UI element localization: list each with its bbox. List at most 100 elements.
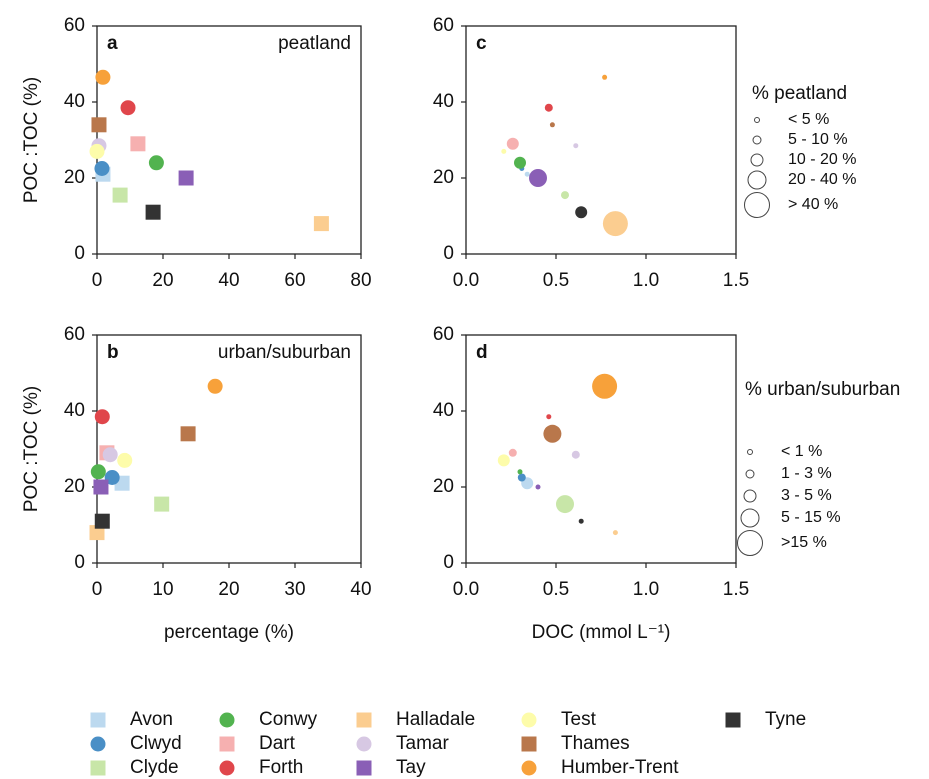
x-tick-label: 0.0 — [453, 270, 479, 291]
bubble — [508, 448, 517, 457]
point — [94, 161, 110, 176]
x-tick-label: 40 — [350, 579, 371, 600]
plot-frame — [465, 25, 737, 255]
legend-label: Tyne — [765, 709, 806, 730]
size-legend-key — [737, 530, 763, 556]
point — [95, 69, 111, 85]
legend-marker — [521, 760, 537, 776]
size-legend-key — [754, 117, 760, 123]
legend-marker — [521, 712, 537, 728]
y-tick-label: 20 — [64, 167, 85, 188]
point — [180, 426, 196, 442]
size-legend-key — [752, 135, 762, 145]
size-legend-label: < 5 % — [788, 111, 829, 128]
bubble — [514, 156, 526, 169]
bubble — [556, 495, 574, 514]
point — [90, 464, 106, 480]
bubble — [517, 469, 523, 475]
size-legend-label: 20 - 40 % — [788, 171, 856, 188]
y-tick-label: 40 — [433, 91, 454, 112]
legend-marker — [356, 736, 372, 752]
y-tick-label: 20 — [433, 476, 454, 497]
point — [94, 409, 110, 425]
point — [94, 513, 110, 529]
legend: Avon Clwyd Clyde Conwy Dart Forth Halladale Tam… — [130, 709, 806, 778]
point — [178, 170, 194, 186]
bubble — [612, 530, 618, 536]
point — [102, 447, 118, 463]
legend-label: Thames — [561, 733, 630, 754]
legend-label: Tamar — [396, 733, 449, 754]
y-tick-label: 0 — [74, 552, 85, 573]
bubble — [524, 171, 530, 177]
size-legend-key — [747, 170, 767, 190]
size-legend-label: 5 - 10 % — [788, 131, 848, 148]
panel-label: a — [107, 33, 118, 54]
legend-label: Clwyd — [130, 733, 182, 754]
size-legend-key — [747, 449, 753, 455]
panel: 0 20 40 60 0.0 0.5 1.0 1.5 d DOC (mmol L⁻¹) % urba… — [433, 324, 900, 643]
point — [313, 216, 329, 232]
y-tick-label: 40 — [64, 400, 85, 421]
size-legend-label: 3 - 5 % — [781, 487, 832, 504]
panel-label: b — [107, 342, 119, 363]
legend-marker — [90, 760, 106, 776]
x-tick-label: 1.0 — [633, 579, 659, 600]
legend-marker — [90, 712, 106, 728]
point — [89, 525, 105, 541]
point — [154, 496, 170, 512]
size-legend-label: 1 - 3 % — [781, 465, 832, 482]
legend-marker — [219, 712, 235, 728]
legend-label: Clyde — [130, 757, 179, 778]
bubble — [517, 473, 526, 482]
size-legend-key — [744, 192, 770, 218]
bubble — [544, 103, 553, 112]
legend-label: Humber-Trent — [561, 757, 679, 778]
y-tick-label: 40 — [64, 91, 85, 112]
y-tick-label: 60 — [433, 15, 454, 36]
bubble — [592, 373, 618, 399]
size-legend-label: 5 - 15 % — [781, 509, 841, 526]
x-tick-label: 0 — [92, 579, 103, 600]
size-legend-key — [740, 508, 760, 528]
x-tick-label: 80 — [350, 270, 371, 291]
point — [207, 378, 223, 394]
panel-label: d — [476, 342, 488, 363]
bubble — [529, 169, 547, 187]
point — [148, 155, 164, 171]
x-tick-label: 30 — [284, 579, 305, 600]
y-tick-label: 20 — [64, 476, 85, 497]
legend-label: Test — [561, 709, 597, 730]
plot-frame — [96, 334, 362, 564]
bubble — [546, 414, 552, 420]
x-axis-label: DOC (mmol L⁻¹) — [532, 622, 671, 643]
x-tick-label: 0 — [92, 270, 103, 291]
plot-frame — [465, 334, 737, 564]
bubble — [549, 122, 555, 128]
size-legend-label: 10 - 20 % — [788, 151, 856, 168]
y-tick-label: 60 — [433, 324, 454, 345]
y-tick-label: 0 — [443, 552, 454, 573]
y-tick-label: 60 — [64, 324, 85, 345]
legend-label: Tay — [396, 757, 426, 778]
y-tick-label: 40 — [433, 400, 454, 421]
x-axis-label: percentage (%) — [164, 622, 294, 643]
legend-marker — [725, 712, 741, 728]
bubble — [602, 211, 628, 237]
x-tick-label: 20 — [218, 579, 239, 600]
bubble — [506, 137, 519, 150]
bubble — [497, 454, 510, 467]
bubble — [573, 143, 579, 149]
legend-marker — [356, 760, 372, 776]
legend-marker — [90, 736, 106, 752]
legend-marker — [521, 736, 537, 752]
x-tick-label: 1.0 — [633, 270, 659, 291]
size-legend-label: > 40 % — [788, 196, 838, 213]
size-legend-title: % urban/suburban — [745, 379, 900, 400]
size-legend-label: >15 % — [781, 534, 827, 551]
panel-annotation: urban/suburban — [218, 342, 351, 363]
legend-label: Halladale — [396, 709, 475, 730]
point — [117, 452, 133, 468]
x-tick-label: 1.5 — [723, 579, 749, 600]
